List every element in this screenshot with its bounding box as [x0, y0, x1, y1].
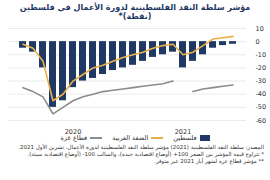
- svg-text:-60: -60: [256, 117, 267, 125]
- html-text:فلسطين: فلسطين: [173, 134, 197, 142]
- svg-text:2020: 2020: [65, 128, 82, 134]
- svg-text:2021: 2021: [175, 128, 192, 134]
- svg-text:-40: -40: [256, 90, 267, 98]
- svg-text:0: 0: [256, 38, 260, 46]
- svg-text:-20: -20: [256, 64, 267, 72]
- html-text:مؤشر سلطة النقد الفلسطينية لدو: مؤشر سلطة النقد الفلسطينية لدورة الأعمال…: [19, 3, 251, 21]
- html-text:الضفة الغربية: الضفة الغربية: [112, 134, 149, 142]
- svg-text:-30: -30: [256, 77, 267, 85]
- svg-text:-10: -10: [256, 51, 267, 59]
- svg-text:-50: -50: [256, 103, 267, 111]
- html-text:المصدر: سلطة النقد الفلسطينية: المصدر: سلطة النقد الفلسطينية (2021) مؤش…: [18, 144, 264, 150]
- html-text:* تتراوح قيمة المؤشر بين الصفر: * تتراوح قيمة المؤشر بين الصفر 100+ (أوض…: [27, 151, 264, 158]
- svg-text:10: 10: [256, 25, 264, 33]
- html-text:قطاع غزة: قطاع غزة: [60, 134, 88, 142]
- html-text:** مؤشر قطاع غزة لشهر أيار 202: ** مؤشر قطاع غزة لشهر أيار 2021 غير متوف…: [154, 158, 264, 165]
